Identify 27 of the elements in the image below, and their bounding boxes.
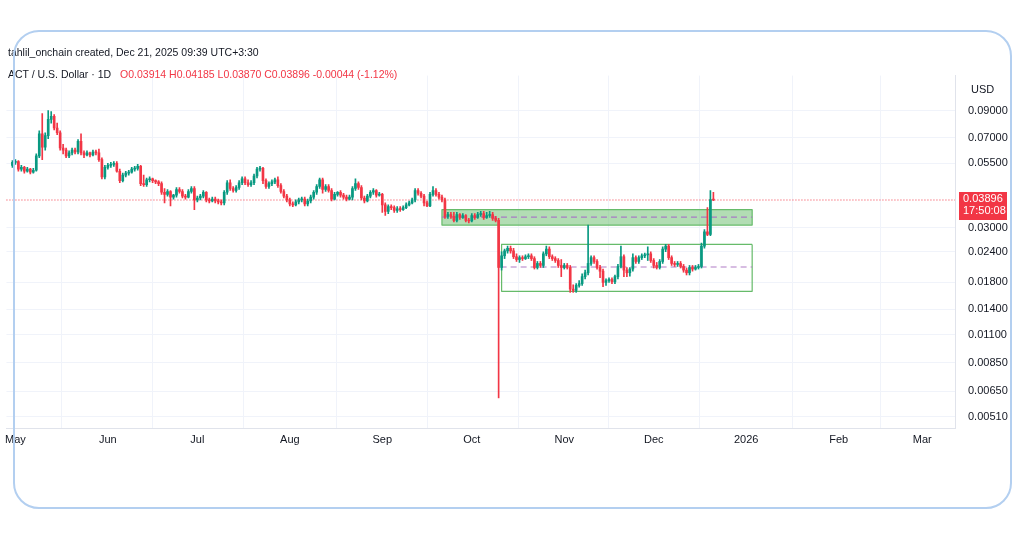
y-tick-label: 0.09000 — [968, 103, 1008, 116]
x-tick-label: Mar — [912, 432, 932, 445]
text: tahlil_onchain created, Dec 21, 2025 09:39 UTC+3:30 — [8, 46, 259, 58]
ref-line-label: 0.03896 — [963, 192, 1003, 205]
y-axis-title: USD — [971, 82, 995, 95]
y-tick-label: 0.00510 — [968, 410, 1008, 423]
y-tick-label: 0.01800 — [968, 275, 1008, 288]
x-tick-label: Nov — [554, 432, 575, 445]
x-tick-label: Feb — [829, 432, 849, 445]
x-tick-label: Sep — [372, 432, 393, 445]
text: 17:50:08 — [963, 204, 1006, 217]
y-tick-label: 0.05500 — [968, 156, 1008, 169]
x-tick-label: Jul — [190, 432, 205, 445]
x-tick-label: Aug — [280, 432, 300, 445]
x-tick-label: Jun — [98, 432, 117, 445]
y-tick-label: 0.07000 — [968, 130, 1008, 143]
x-tick-label: May — [5, 432, 27, 445]
y-tick-label: 0.00650 — [968, 384, 1008, 397]
y-tick-label: 0.01400 — [968, 302, 1008, 315]
x-tick-label: 2026 — [733, 432, 759, 445]
y-tick-label: 0.00850 — [968, 355, 1008, 368]
y-tick-label: 0.01100 — [968, 327, 1007, 340]
x-tick-label: Oct — [463, 432, 481, 445]
x-tick-label: Dec — [643, 432, 665, 445]
y-tick-label: 0.03000 — [968, 220, 1008, 233]
annotation: O0.03914 H0.04185 L0.03870 C0.03896 -0.00044 (-1.12%) — [120, 68, 398, 80]
y-tick-label: 0.02400 — [968, 244, 1008, 257]
